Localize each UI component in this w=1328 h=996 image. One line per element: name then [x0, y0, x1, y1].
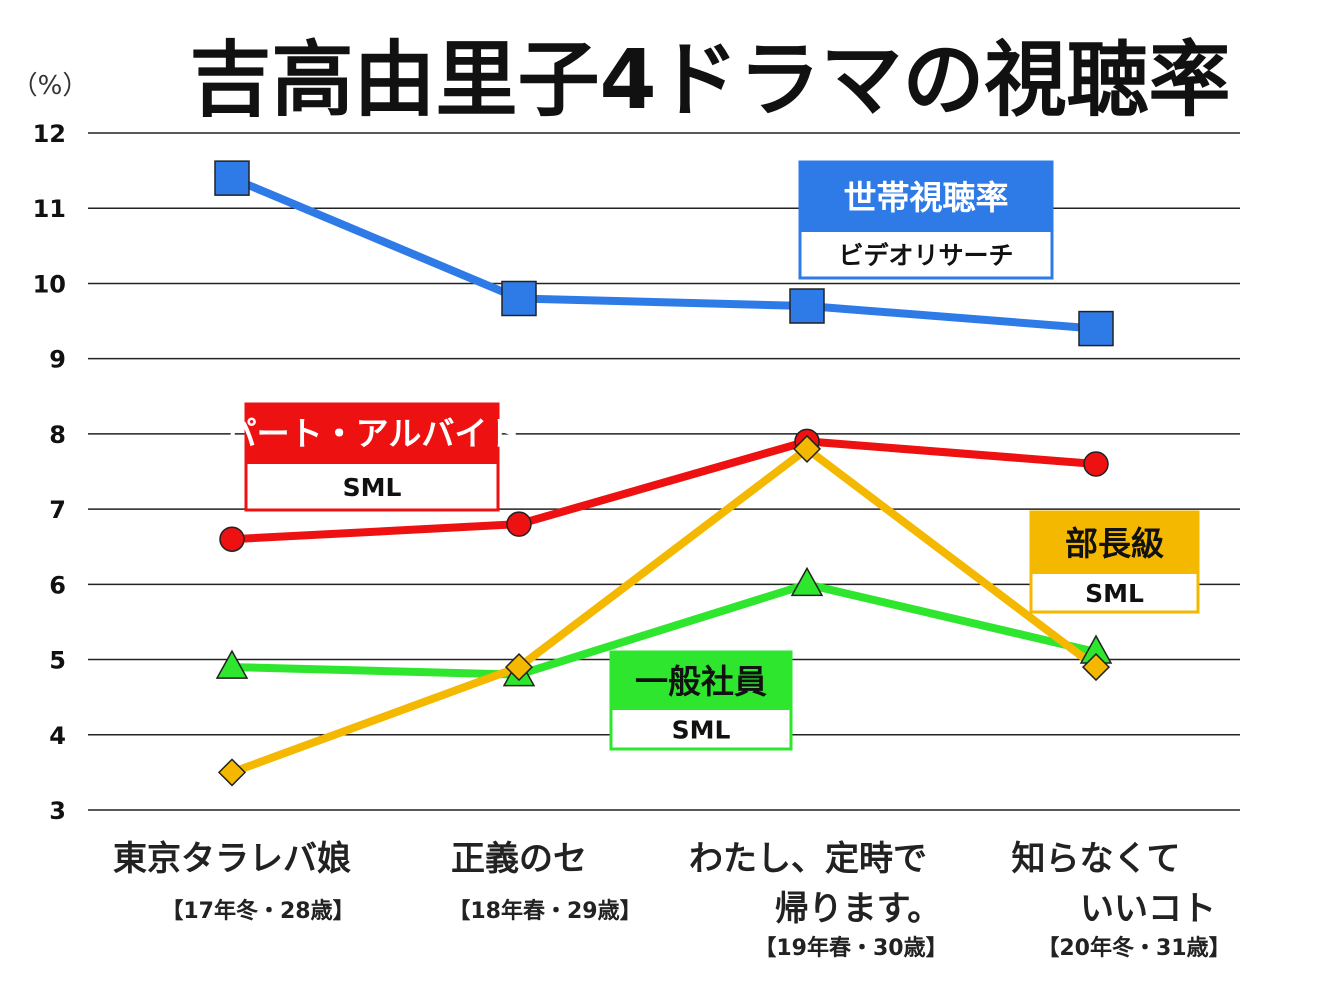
y-axis-unit: （%）	[12, 71, 89, 101]
series-label-1: パート・アルバイト SML	[224, 402, 521, 512]
x-category-sublabel: 【17年冬・28歳】	[161, 898, 354, 924]
series-line-2	[228, 580, 1100, 679]
data-point-diamond	[217, 758, 247, 787]
series-label-header	[611, 652, 791, 710]
series-source: SML	[343, 473, 402, 502]
data-point-diamond	[1081, 653, 1111, 682]
x-category-label: 知らなくて	[1012, 839, 1181, 879]
series-label-header	[1031, 512, 1198, 574]
series-name: 世帯視聴率	[844, 178, 1009, 217]
y-tick-label: 12	[33, 120, 66, 148]
x-category-label: 帰ります。	[775, 889, 942, 929]
series-line-0	[228, 174, 1100, 333]
data-point-square	[214, 160, 250, 196]
x-category-label: わたし、定時で	[689, 839, 927, 879]
y-tick-label: 6	[49, 571, 66, 599]
y-tick-label: 10	[33, 270, 66, 298]
series-label-header	[800, 162, 1052, 232]
data-point-circle	[506, 511, 532, 537]
y-tick-label: 4	[49, 722, 66, 750]
y-axis-ticks: 12 11 10 9 8 7 6 5 4 3	[33, 120, 66, 825]
y-tick-label: 3	[49, 797, 66, 825]
series-markers	[214, 160, 1114, 787]
series-lines	[228, 174, 1100, 777]
series-source: SML	[1085, 579, 1144, 608]
x-category-sublabel: 【18年春・29歳】	[448, 898, 641, 924]
x-category-label: 東京タラレバ娘	[113, 839, 351, 879]
y-tick-label: 8	[49, 421, 66, 449]
data-point-diamond	[792, 434, 822, 463]
x-category-sublabel: 【19年春・30歳】	[754, 935, 947, 961]
series-name: 部長級	[1065, 524, 1164, 563]
data-point-square	[789, 288, 825, 324]
x-category-label: 正義のセ	[451, 839, 587, 879]
data-point-square	[501, 280, 537, 317]
x-category-sublabel: 【20年冬・31歳】	[1037, 935, 1230, 961]
data-point-circle	[1083, 451, 1109, 477]
y-tick-label: 7	[49, 496, 66, 524]
x-category-label: いいコト	[1080, 889, 1216, 929]
x-axis-categories: 東京タラレバ娘【17年冬・28歳】 正義のセ【18年春・29歳】 わたし、定時で帰り…	[113, 839, 1231, 961]
data-point-triangle	[790, 566, 824, 597]
series-source: ビデオリサーチ	[838, 241, 1013, 270]
series-line-3	[228, 444, 1100, 777]
data-point-triangle	[215, 649, 249, 679]
series-name: 一般社員	[635, 662, 767, 701]
series-line-1	[228, 437, 1100, 544]
y-tick-label: 5	[49, 647, 66, 675]
y-tick-label: 11	[33, 195, 66, 223]
series-source: SML	[672, 716, 731, 745]
series-name: パート・アルバイト	[224, 414, 521, 453]
chart-title: 吉高由里子4ドラマの視聴率	[189, 33, 1230, 128]
series-label-2: 一般社員 SML	[609, 650, 793, 751]
data-point-diamond	[504, 653, 534, 682]
series-label-header	[246, 404, 498, 464]
series-label-3: 部長級 SML	[1029, 510, 1200, 614]
data-point-circle	[219, 526, 245, 552]
y-tick-label: 9	[49, 346, 66, 374]
data-point-square	[1078, 310, 1114, 347]
